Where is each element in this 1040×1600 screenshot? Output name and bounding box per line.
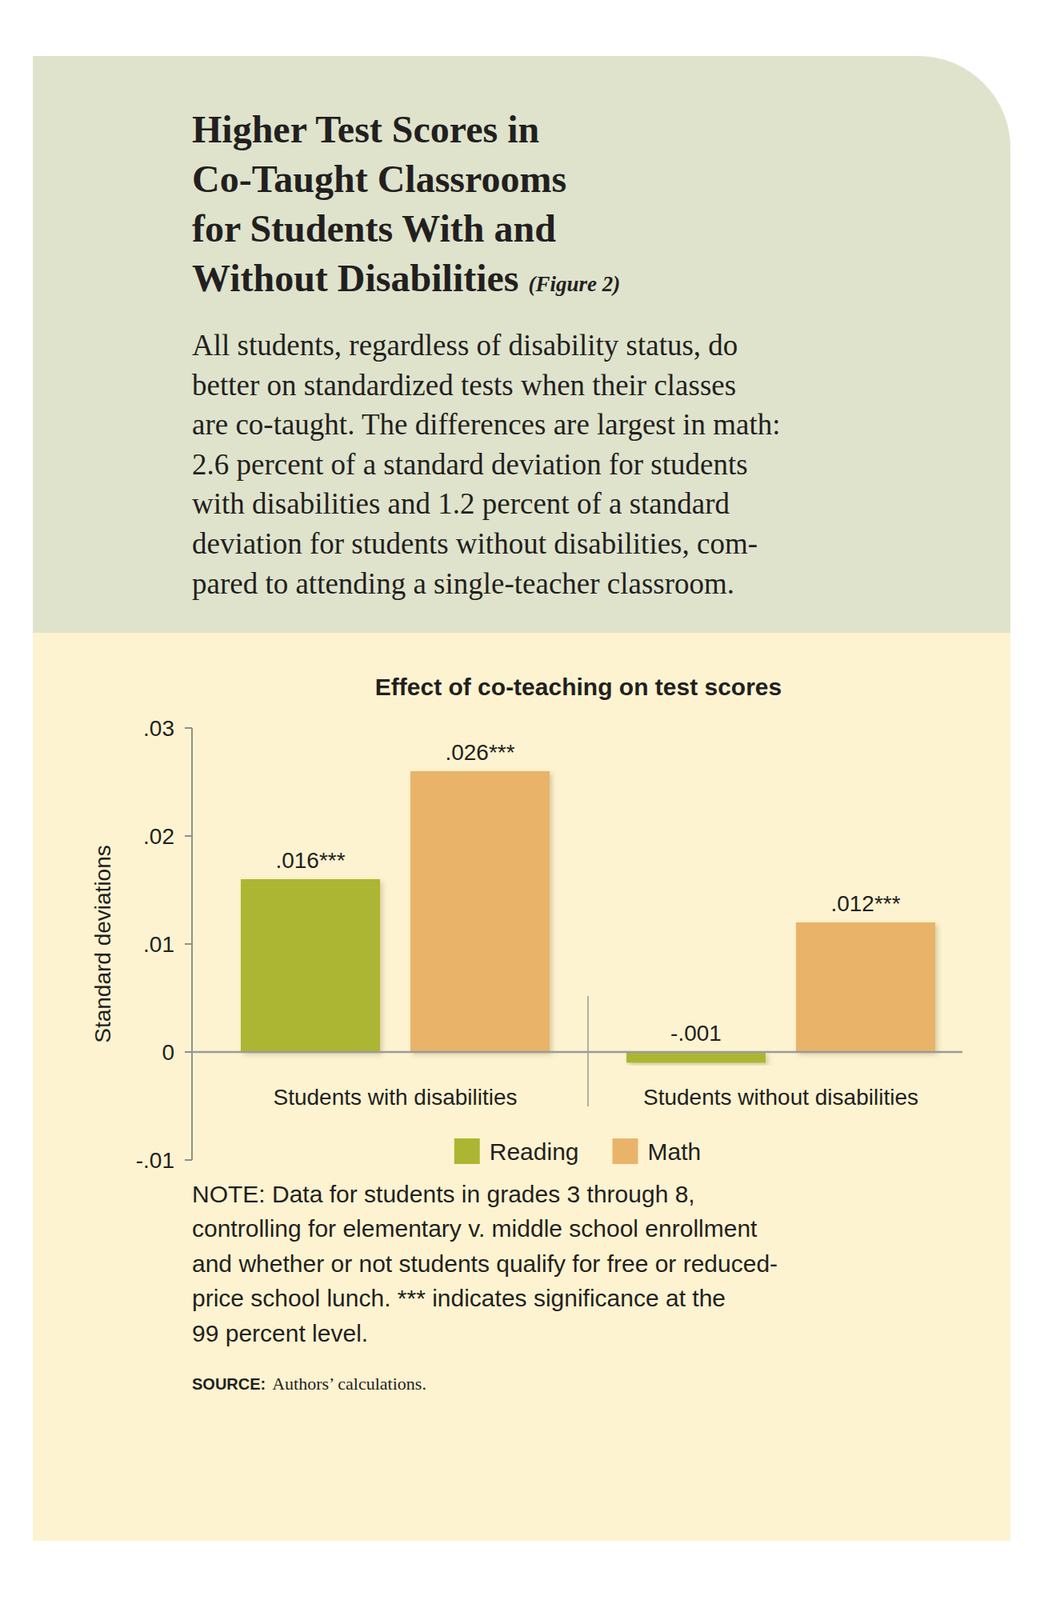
title-text: Without Disabilities: [192, 256, 520, 300]
y-tick: [184, 727, 192, 729]
y-tick: [184, 835, 192, 837]
y-tick-label: -.01: [136, 1148, 175, 1173]
bar: [796, 922, 936, 1052]
title-line: Without Disabilities (Figure 2): [192, 256, 620, 300]
description-line: with disabilities and 1.2 percent of a s…: [192, 487, 730, 520]
page: {"header": {"title_lines": ["Higher Test…: [0, 0, 1040, 1600]
description-line: pared to attending a single-teacher clas…: [192, 567, 735, 600]
y-tick-label: .03: [143, 716, 175, 741]
y-tick-label: 0: [161, 1040, 175, 1065]
y-tick: [184, 1051, 192, 1053]
y-tick: [184, 943, 192, 945]
y-tick-label: .02: [143, 824, 175, 849]
title-line: for Students With and: [192, 207, 556, 250]
legend: Reading Math: [454, 1138, 701, 1165]
bar: [626, 1052, 766, 1064]
chart-background: [32, 632, 1011, 1541]
category-label: Students without disabilities: [643, 1084, 919, 1110]
source: SOURCE: Authors’ calculations.: [192, 1373, 427, 1394]
title-text: Co-Taught Classrooms: [192, 157, 567, 200]
note-line: and whether or not students qualify for …: [192, 1250, 778, 1277]
chart-title: Effect of co-teaching on test scores: [375, 673, 782, 700]
y-tick-label: .01: [143, 932, 175, 957]
header-background: [32, 56, 1011, 633]
source-label: SOURCE:: [192, 1375, 266, 1393]
source-text: Authors’ calculations.: [272, 1373, 427, 1394]
legend-label: Math: [648, 1138, 702, 1165]
bars: [240, 771, 936, 1064]
note-line: NOTE: Data for students in grades 3 thro…: [192, 1180, 696, 1208]
figure: Higher Test Scores in Co-Taught Classroom…: [0, 0, 1040, 1600]
legend-swatch: [612, 1138, 639, 1164]
description-line: 2.6 percent of a standard deviation for …: [192, 448, 748, 481]
legend-swatch: [454, 1138, 480, 1164]
data-label: .012***: [830, 891, 900, 916]
title-line: Higher Test Scores in: [192, 108, 540, 151]
data-label: -.001: [670, 1020, 722, 1046]
legend-label: Reading: [489, 1138, 580, 1165]
description-line: All students, regardless of disability s…: [192, 328, 738, 362]
data-label: .026***: [444, 740, 515, 765]
note-line: controlling for elementary v. middle sch…: [192, 1215, 758, 1242]
y-tick: [184, 1159, 192, 1161]
description-line: deviation for students without disabilit…: [192, 527, 758, 560]
title-text: Higher Test Scores in: [192, 108, 540, 151]
figure-label: (Figure 2): [528, 272, 621, 296]
zero-line: [192, 1051, 963, 1054]
data-label: .016***: [275, 848, 345, 873]
y-axis-label: Standard deviations: [90, 844, 116, 1044]
bar: [240, 879, 380, 1052]
note-line: price school lunch. *** indicates signif…: [192, 1284, 726, 1312]
description-line: are co-taught. The differences are large…: [192, 408, 781, 441]
title-line: Co-Taught Classrooms: [192, 157, 567, 200]
note-line: 99 percent level.: [192, 1320, 368, 1347]
title-text: for Students With and: [192, 207, 556, 250]
bar: [410, 771, 550, 1052]
category-label: Students with disabilities: [272, 1084, 517, 1110]
description-line: better on standardized tests when their …: [192, 368, 736, 402]
